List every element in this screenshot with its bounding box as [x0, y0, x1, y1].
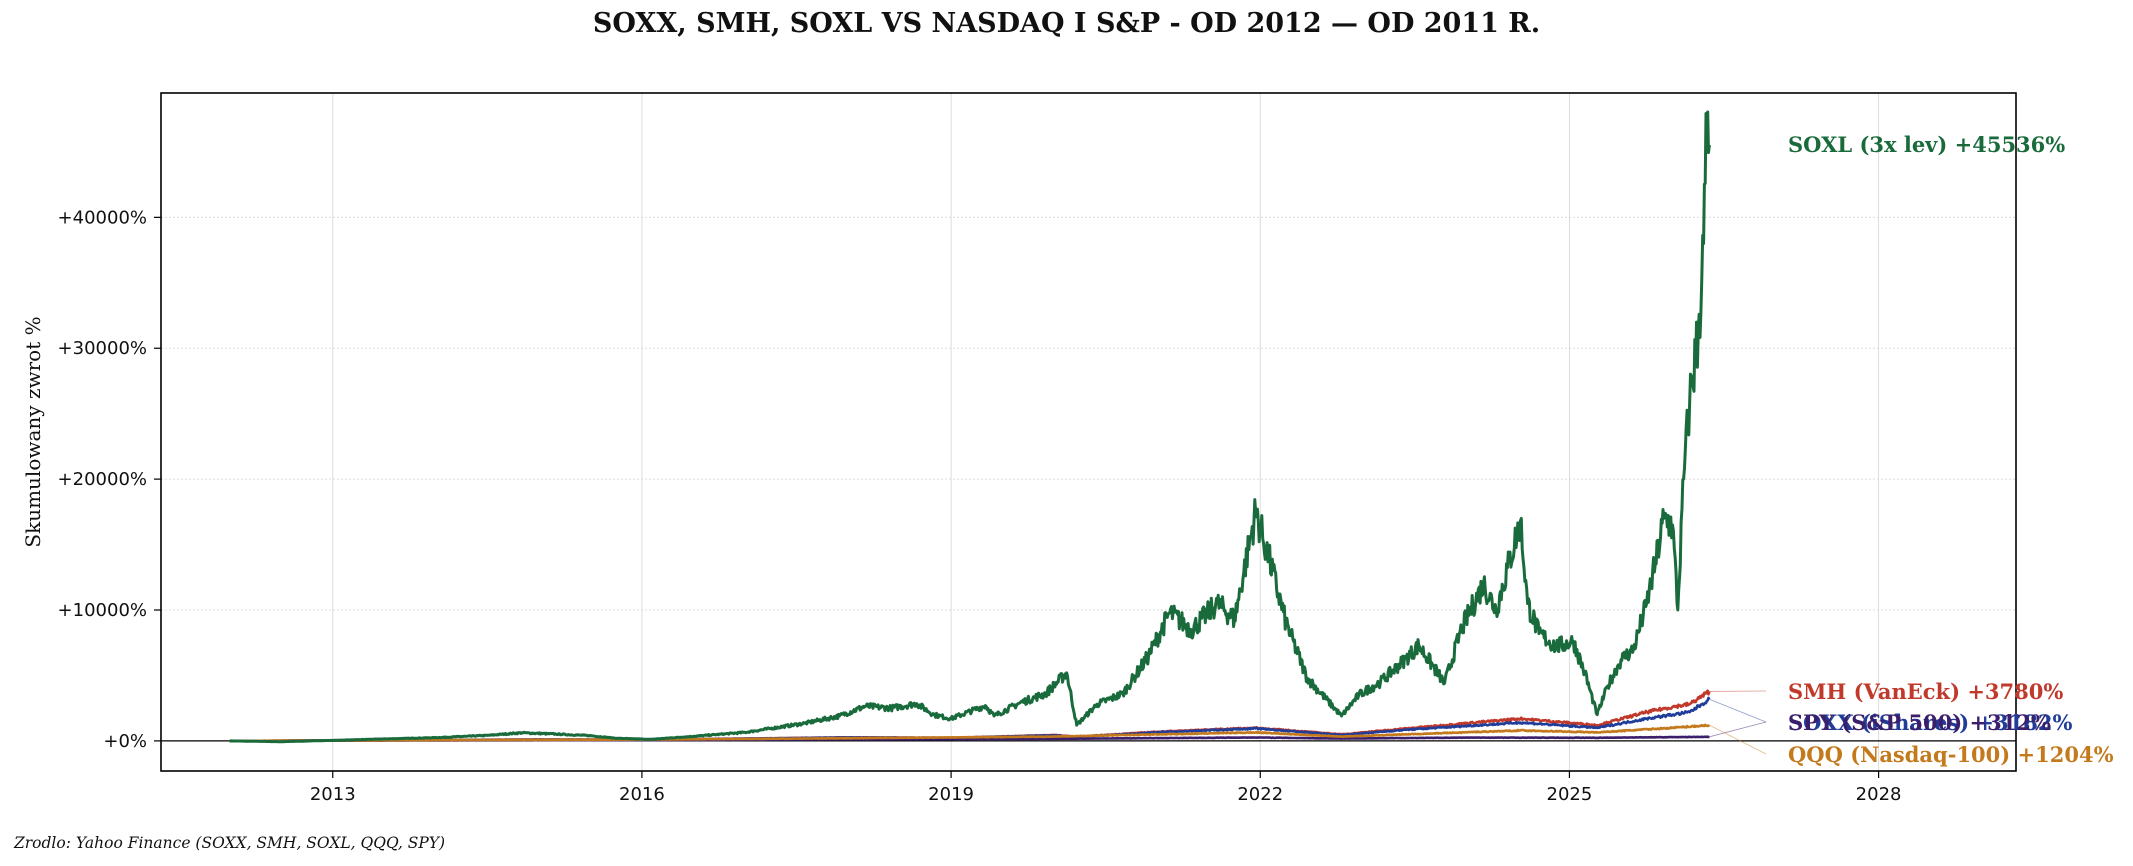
axis-ticks: 2013 2016 2019 2022 2025 2028 +0% +10000% +20000…: [58, 207, 1902, 805]
label-leader-line: [1709, 698, 1767, 723]
series-line-soxl: [229, 110, 1711, 744]
gridlines: [161, 93, 2016, 771]
series-end-labels: SOXL (3x lev) +45536% SMH (VanEck) +3780%…: [1709, 132, 2114, 767]
series-line-qqq: [229, 723, 1711, 743]
series-end-label: SPY (S&P 500) +312%: [1788, 710, 2051, 735]
x-tick-label: 2022: [1237, 784, 1283, 805]
y-tick-label: +40000%: [58, 207, 147, 228]
series-lines: [229, 110, 1711, 744]
series-end-label: SMH (VanEck) +3780%: [1788, 679, 2063, 704]
series-line-soxx: [229, 696, 1711, 743]
series-end-label: SOXL (3x lev) +45536%: [1788, 132, 2065, 157]
series-end-label: SOXX (iShares) +3182%: [1788, 710, 2072, 735]
y-tick-label: +0%: [103, 731, 147, 752]
label-leader-line: [1709, 721, 1767, 738]
series-end-label: QQQ (Nasdaq-100) +1204%: [1788, 742, 2114, 767]
label-leader-line: [1709, 724, 1767, 755]
plot-area-frame: [160, 92, 2017, 772]
chart-title: SOXX, SMH, SOXL VS NASDAQ I S&P - OD 201…: [592, 8, 1541, 39]
series-line-smh: [229, 689, 1711, 743]
y-tick-label: +20000%: [58, 469, 147, 490]
x-tick-label: 2025: [1547, 784, 1593, 805]
y-axis-label: Skumulowany zwrot %: [21, 316, 45, 547]
y-tick-label: +30000%: [58, 338, 147, 359]
x-tick-label: 2013: [310, 784, 356, 805]
x-tick-label: 2028: [1856, 784, 1902, 805]
x-tick-label: 2019: [928, 784, 974, 805]
y-tick-label: +10000%: [58, 600, 147, 621]
x-tick-label: 2016: [619, 784, 665, 805]
source-note: Zrodlo: Yahoo Finance (SOXX, SMH, SOXL, …: [14, 834, 446, 852]
